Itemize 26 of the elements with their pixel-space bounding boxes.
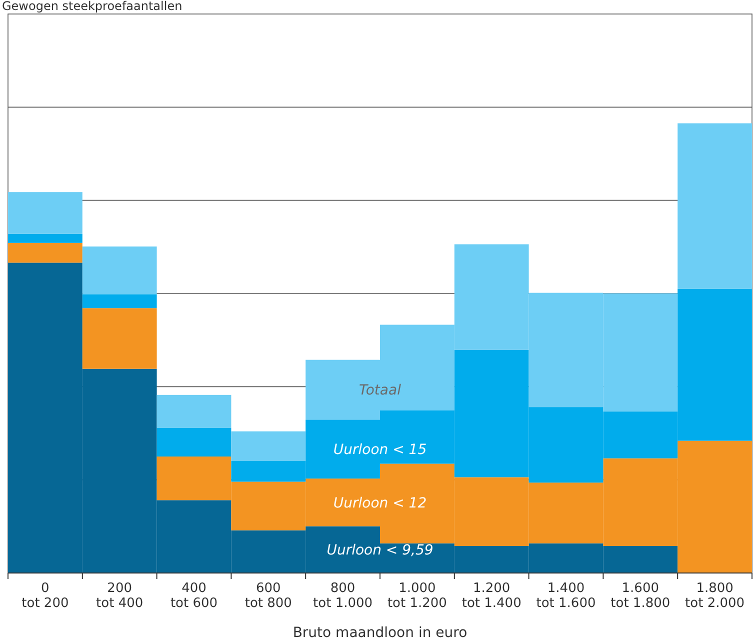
bar: [156, 394, 232, 428]
chart-title: Gewogen steekproefaantallen: [2, 0, 182, 13]
x-tick-label: 200 tot 400: [96, 581, 144, 611]
x-tick-label: 1.400 tot 1.600: [536, 581, 596, 611]
bar: [82, 308, 157, 369]
x-tick-label: 400 tot 600: [170, 581, 218, 611]
bar: [8, 242, 82, 263]
x-tick-label: 0 tot 200: [22, 581, 69, 611]
x-tick-label: 1.800 tot 2.000: [685, 581, 745, 611]
series-label: Uurloon < 12: [333, 495, 427, 512]
bar: [678, 123, 752, 289]
x-tick-label: 1.000 tot 1.200: [387, 581, 447, 611]
series-label: Totaal: [359, 382, 402, 399]
x-tick-label: 800 tot 1.000: [313, 581, 373, 611]
bar: [82, 294, 157, 308]
x-tick-label: 600 tot 800: [244, 581, 292, 611]
x-tick-label: 1.600 tot 1.800: [610, 581, 670, 611]
bar: [231, 431, 306, 462]
series-label: Uurloon < 9,59: [326, 542, 434, 559]
x-tick-label: 1.200 tot 1.400: [462, 581, 522, 611]
series-label: Uurloon < 15: [333, 442, 427, 458]
x-axis-title: Bruto maandloon in euro: [292, 625, 468, 641]
bar: [8, 192, 82, 234]
bar: [156, 428, 232, 457]
bar: [82, 246, 157, 294]
bar: [8, 234, 82, 243]
